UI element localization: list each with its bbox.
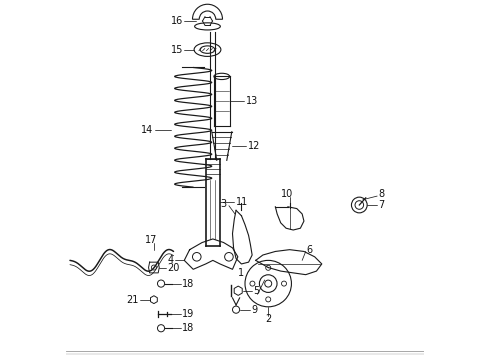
Ellipse shape: [195, 23, 220, 30]
Circle shape: [266, 265, 270, 270]
Text: 14: 14: [141, 125, 153, 135]
Ellipse shape: [194, 43, 221, 57]
Ellipse shape: [214, 73, 230, 80]
Text: 2: 2: [265, 314, 271, 324]
Circle shape: [259, 275, 277, 292]
Circle shape: [157, 280, 165, 287]
Circle shape: [151, 265, 156, 270]
Circle shape: [265, 280, 271, 287]
Text: 19: 19: [182, 309, 194, 319]
Text: 5: 5: [253, 286, 260, 296]
Text: 10: 10: [281, 189, 294, 199]
Text: 1: 1: [238, 268, 245, 278]
Text: 17: 17: [145, 235, 158, 245]
Ellipse shape: [200, 46, 215, 53]
Text: 16: 16: [171, 16, 183, 26]
Text: 13: 13: [245, 96, 258, 107]
Circle shape: [193, 252, 201, 261]
Text: 21: 21: [126, 295, 139, 305]
Circle shape: [250, 281, 255, 286]
Text: 20: 20: [168, 262, 180, 273]
Circle shape: [157, 325, 165, 332]
Text: 15: 15: [171, 45, 183, 55]
Text: 4: 4: [168, 255, 173, 265]
Circle shape: [355, 201, 364, 209]
Circle shape: [245, 260, 292, 307]
Text: 12: 12: [248, 141, 260, 151]
Text: 7: 7: [378, 200, 385, 210]
Wedge shape: [193, 4, 222, 19]
Circle shape: [266, 297, 270, 302]
Text: 6: 6: [307, 245, 313, 255]
Text: 18: 18: [182, 323, 194, 333]
Circle shape: [232, 306, 240, 313]
Text: 9: 9: [251, 305, 258, 315]
Text: 8: 8: [378, 189, 384, 199]
Circle shape: [351, 197, 367, 213]
Text: 18: 18: [182, 279, 194, 289]
Text: 3: 3: [220, 199, 226, 209]
Circle shape: [224, 252, 233, 261]
Circle shape: [282, 281, 287, 286]
Text: 11: 11: [236, 197, 248, 207]
